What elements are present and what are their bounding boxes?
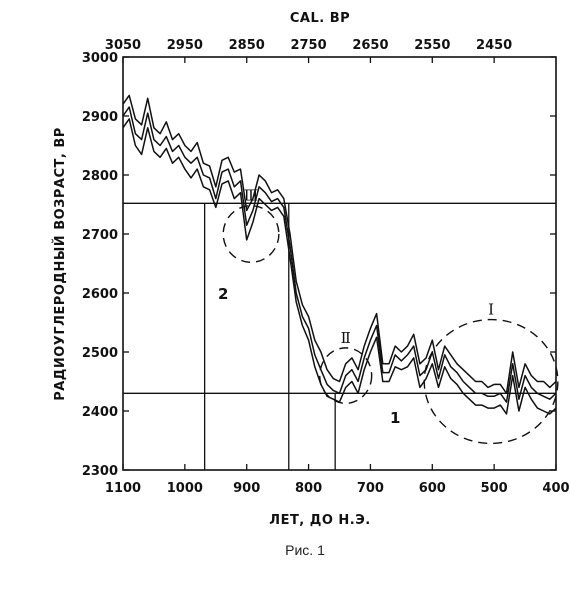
x-tick-label: 700 (357, 481, 384, 496)
top-axis-title: CAL. BP (290, 11, 350, 26)
series-layer (122, 94, 557, 415)
region-labels: 21 (218, 285, 400, 427)
plot-frame (122, 56, 557, 471)
top-tick-label: 2950 (167, 38, 203, 53)
dashed-circle-2 (319, 347, 373, 405)
x-axis-title: ЛЕТ, ДО Н.Э. (269, 513, 370, 528)
x-tick-label: 400 (542, 481, 569, 496)
series-line-3 (122, 118, 557, 415)
x-tick-label: 500 (481, 481, 508, 496)
series-line-1 (122, 94, 557, 395)
x-tick-label: 900 (233, 481, 260, 496)
figure-caption: Рис. 1 (285, 542, 325, 558)
x-tick-label: 1100 (105, 481, 141, 496)
top-tick-label: 2450 (476, 38, 512, 53)
region-label-1: 2 (218, 285, 228, 303)
reference-lines (123, 202, 556, 470)
y-tick-label: 2700 (82, 228, 118, 243)
y-axis-title: РАДИОУГЛЕРОДНЫЙ ВОЗРАСТ, BP (52, 127, 68, 401)
top-tick-label: 2850 (229, 38, 265, 53)
circle-label-2: Ⅱ (341, 329, 351, 347)
y-tick-label: 2900 (82, 110, 118, 125)
circle-label-3: Ⅰ (488, 301, 494, 319)
axis-ticks: 1100 1000 900 800 700 600 500 400 3050 2950 2850 27… (82, 38, 570, 496)
y-tick-label: 3000 (82, 51, 118, 66)
series-line-2 (122, 106, 557, 403)
top-tick-label: 2550 (414, 38, 450, 53)
x-tick-label: 600 (419, 481, 446, 496)
top-tick-label: 2650 (352, 38, 388, 53)
y-tick-label: 2800 (82, 169, 118, 184)
top-tick-label: 3050 (105, 38, 141, 53)
region-label-2: 1 (390, 409, 400, 427)
y-tick-label: 2600 (82, 287, 118, 302)
top-tick-label: 2750 (290, 38, 326, 53)
circle-label-1: Ⅲ (244, 187, 258, 205)
y-tick-label: 2400 (82, 405, 118, 420)
x-tick-label: 800 (295, 481, 322, 496)
dashed-circle-3 (423, 318, 559, 445)
dashed-circle-1 (222, 204, 280, 264)
x-tick-label: 1000 (167, 481, 203, 496)
circle-annotations: Ⅲ Ⅱ Ⅰ (222, 187, 559, 445)
y-tick-label: 2500 (82, 346, 118, 361)
y-tick-label: 2300 (82, 464, 118, 479)
